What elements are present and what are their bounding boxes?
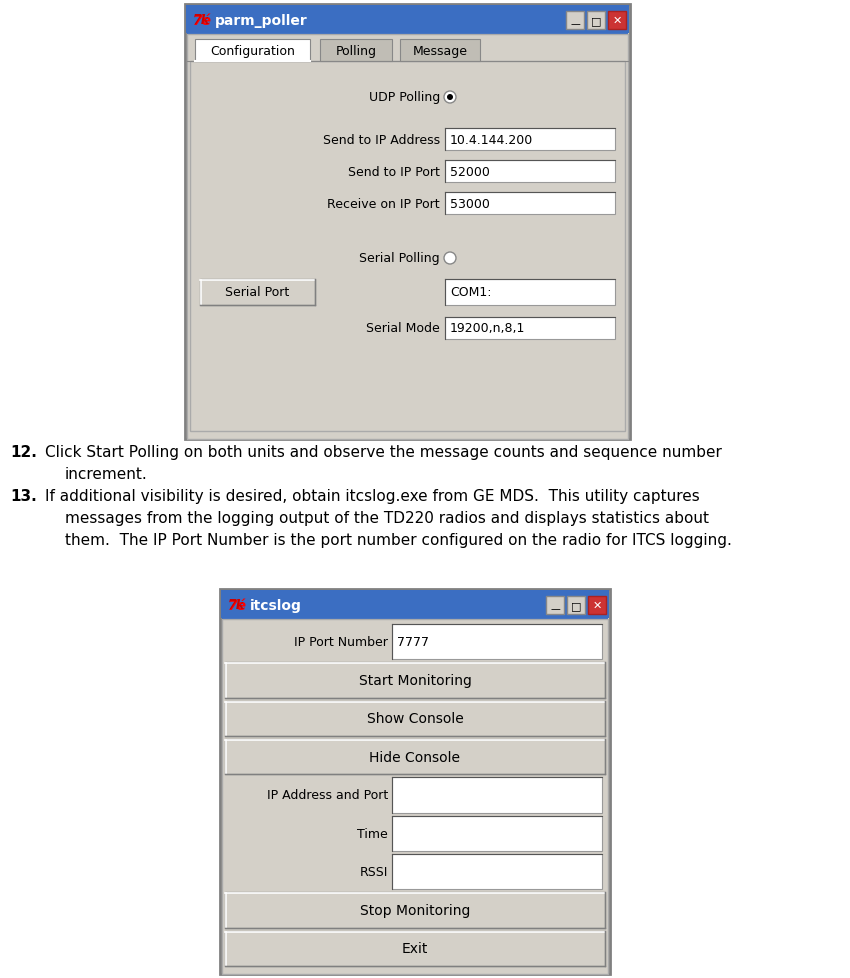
Text: messages from the logging output of the TD220 radios and displays statistics abo: messages from the logging output of the … [65,511,709,525]
Text: 7777: 7777 [397,636,429,648]
Text: COM1:: COM1: [450,287,491,299]
FancyBboxPatch shape [190,62,625,431]
Text: ✕: ✕ [612,16,621,26]
FancyBboxPatch shape [225,892,605,928]
Text: them.  The IP Port Number is the port number configured on the radio for ITCS lo: them. The IP Port Number is the port num… [65,532,732,548]
FancyBboxPatch shape [445,318,615,339]
Text: Serial Mode: Serial Mode [366,322,440,335]
FancyBboxPatch shape [587,12,605,30]
Text: Send to IP Address: Send to IP Address [323,133,440,147]
FancyBboxPatch shape [225,739,605,775]
Text: 13.: 13. [10,488,37,504]
Text: Click Start Polling on both units and observe the message counts and sequence nu: Click Start Polling on both units and ob… [45,445,722,460]
Text: Message: Message [412,44,468,58]
Text: parm_poller: parm_poller [215,14,308,28]
Text: If additional visibility is desired, obtain itcslog.exe from GE MDS.  This utili: If additional visibility is desired, obt… [45,488,700,504]
FancyBboxPatch shape [195,40,310,62]
Text: 7k: 7k [228,599,246,612]
Text: —: — [550,603,560,613]
FancyBboxPatch shape [445,160,615,183]
Text: IP Address and Port: IP Address and Port [267,788,388,802]
Text: 7é: 7é [228,599,247,612]
FancyBboxPatch shape [186,6,629,34]
FancyBboxPatch shape [225,931,605,966]
FancyBboxPatch shape [225,701,605,736]
Text: Show Console: Show Console [366,712,463,726]
Text: Time: Time [357,827,388,840]
Text: Polling: Polling [336,44,377,58]
FancyBboxPatch shape [392,816,602,851]
FancyBboxPatch shape [187,23,628,29]
Text: Configuration: Configuration [210,44,295,58]
Text: Serial Polling: Serial Polling [360,252,440,265]
FancyBboxPatch shape [221,591,609,618]
Text: 7é: 7é [193,14,212,28]
Text: itcslog: itcslog [250,599,302,612]
Text: —: — [570,19,580,29]
Text: 10.4.144.200: 10.4.144.200 [450,133,533,147]
FancyBboxPatch shape [400,40,480,62]
Text: Receive on IP Port: Receive on IP Port [327,198,440,210]
Text: □: □ [570,600,581,610]
FancyBboxPatch shape [588,597,606,614]
FancyBboxPatch shape [222,614,608,619]
FancyBboxPatch shape [220,590,610,974]
FancyBboxPatch shape [185,5,630,439]
Circle shape [444,92,456,104]
FancyBboxPatch shape [187,29,628,35]
Text: RSSI: RSSI [360,866,388,878]
FancyBboxPatch shape [320,40,392,62]
Text: 12.: 12. [10,445,37,460]
FancyBboxPatch shape [566,12,584,30]
FancyBboxPatch shape [222,608,608,614]
FancyBboxPatch shape [445,193,615,215]
Text: ✕: ✕ [592,600,602,610]
Text: Send to IP Port: Send to IP Port [348,165,440,178]
FancyBboxPatch shape [392,624,602,659]
Text: Serial Port: Serial Port [225,287,290,299]
Text: Stop Monitoring: Stop Monitoring [360,903,470,917]
Text: increment.: increment. [65,467,148,481]
Text: □: □ [591,16,601,26]
Text: Start Monitoring: Start Monitoring [359,673,472,688]
FancyBboxPatch shape [222,597,608,602]
Text: Hide Console: Hide Console [370,750,461,764]
Circle shape [447,95,453,101]
Text: UDP Polling: UDP Polling [369,91,440,105]
FancyBboxPatch shape [222,602,608,608]
FancyBboxPatch shape [187,19,628,23]
FancyBboxPatch shape [546,597,564,614]
FancyBboxPatch shape [225,663,605,698]
FancyBboxPatch shape [222,592,608,597]
Text: 19200,n,8,1: 19200,n,8,1 [450,322,525,335]
FancyBboxPatch shape [445,129,615,151]
Text: 53000: 53000 [450,198,490,210]
FancyBboxPatch shape [187,35,628,439]
Text: Exit: Exit [402,942,428,956]
FancyBboxPatch shape [392,854,602,889]
FancyBboxPatch shape [445,280,615,306]
FancyBboxPatch shape [187,7,628,13]
Circle shape [444,252,456,265]
FancyBboxPatch shape [608,12,626,30]
FancyBboxPatch shape [567,597,585,614]
FancyBboxPatch shape [187,13,628,19]
Text: 52000: 52000 [450,165,490,178]
FancyBboxPatch shape [200,280,315,306]
Text: 7k: 7k [193,15,210,27]
Text: IP Port Number: IP Port Number [294,636,388,648]
FancyBboxPatch shape [392,778,602,813]
FancyBboxPatch shape [222,619,608,974]
